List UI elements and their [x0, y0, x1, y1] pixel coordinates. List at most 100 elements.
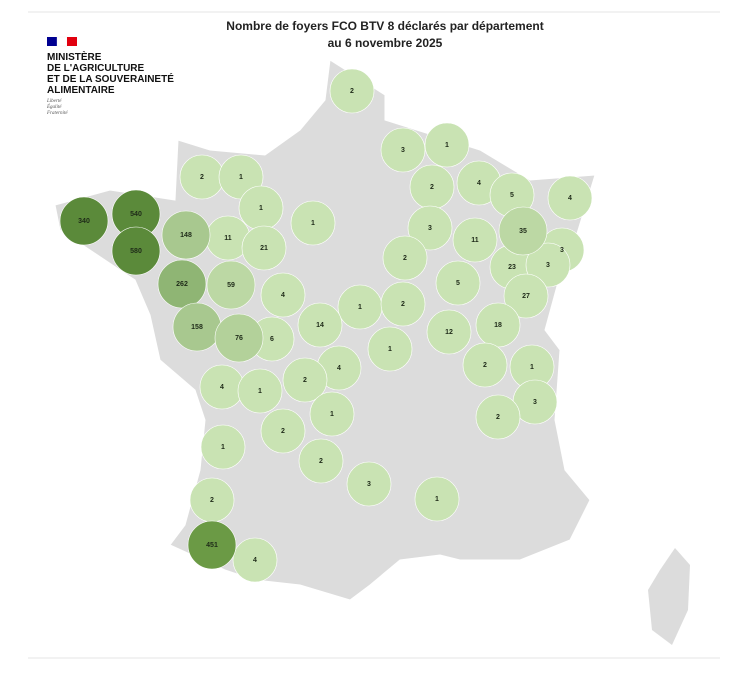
department: [462, 342, 508, 388]
department-count: 451: [206, 542, 218, 549]
motto: Fraternité: [46, 111, 68, 116]
corsica: [648, 548, 690, 645]
light-layer: [179, 68, 593, 583]
motto: Égalité: [46, 104, 62, 110]
department: [452, 217, 498, 263]
department-count: 11: [224, 235, 232, 242]
department: [161, 210, 211, 260]
department-count: 3: [367, 481, 371, 488]
department-count: 1: [239, 174, 243, 181]
logo-line: DE L'AGRICULTURE: [47, 63, 145, 74]
department: [187, 520, 237, 570]
department: [298, 438, 344, 484]
department-count: 5: [510, 192, 514, 199]
department-count: 1: [259, 205, 263, 212]
department: [367, 326, 413, 372]
title: au 6 novembre 2025: [328, 36, 443, 50]
department-count: 18: [494, 322, 502, 329]
department: [329, 68, 375, 114]
department-count: 2: [401, 301, 405, 308]
department: [475, 394, 521, 440]
department-count: 6: [270, 336, 274, 343]
department: [282, 357, 328, 403]
department-count: 2: [210, 497, 214, 504]
department: [503, 273, 549, 319]
department-count: 580: [130, 248, 142, 255]
department-count: 12: [445, 329, 453, 336]
department: [382, 235, 428, 281]
logo-line: ET DE LA SOUVERAINETÉ: [47, 72, 174, 85]
department: [297, 302, 343, 348]
department-count: 2: [350, 88, 354, 95]
motto: Liberté: [46, 99, 62, 104]
department: [200, 424, 246, 470]
department-count: 4: [281, 292, 285, 299]
department-count: 27: [522, 293, 530, 300]
department-count: 158: [191, 324, 203, 331]
department-count: 2: [303, 377, 307, 384]
department-count: 76: [235, 335, 243, 342]
department: [241, 225, 287, 271]
department: [547, 175, 593, 221]
department: [414, 476, 460, 522]
flag: [47, 36, 77, 47]
department: [237, 368, 283, 414]
department-count: 540: [130, 211, 142, 218]
department: [407, 205, 453, 251]
department-count: 340: [78, 218, 90, 225]
department: [426, 309, 472, 355]
department-count: 1: [435, 496, 439, 503]
department-count: 14: [316, 322, 324, 329]
department-count: 3: [428, 225, 432, 232]
department-count: 1: [530, 364, 534, 371]
department-count: 3: [401, 147, 405, 154]
department: [498, 206, 548, 256]
department-count: 2: [319, 458, 323, 465]
logo-line: ALIMENTAIRE: [47, 85, 115, 96]
department-count: 2: [483, 362, 487, 369]
department-count: 11: [471, 237, 479, 244]
department: [380, 281, 426, 327]
department-count: 3: [533, 399, 537, 406]
department-count: 3: [560, 247, 564, 254]
department-count: 59: [227, 282, 235, 289]
department-count: 1: [445, 142, 449, 149]
department-count: 4: [568, 195, 572, 202]
department: [435, 260, 481, 306]
department-count: 4: [337, 365, 341, 372]
department-count: 2: [200, 174, 204, 181]
department-count: 5: [456, 280, 460, 287]
department-count: 3: [546, 262, 550, 269]
department: [380, 127, 426, 173]
department: [290, 200, 336, 246]
department-count: 1: [358, 304, 362, 311]
department: [206, 260, 256, 310]
department-count: 4: [220, 384, 224, 391]
department-count: 1: [311, 220, 315, 227]
department-count: 35: [519, 228, 527, 235]
department-count: 21: [260, 245, 268, 252]
department-count: 1: [330, 411, 334, 418]
department: [111, 226, 161, 276]
department: [525, 242, 571, 288]
department-count: 2: [281, 428, 285, 435]
department-count: 1: [388, 346, 392, 353]
department: [260, 408, 306, 454]
department-count: 1: [258, 388, 262, 395]
title: Nombre de foyers FCO BTV 8 déclarés par …: [226, 19, 543, 33]
department: [346, 461, 392, 507]
department: [59, 196, 109, 246]
department: [309, 391, 355, 437]
department-count: 2: [496, 414, 500, 421]
department-count: 2: [403, 255, 407, 262]
department: [214, 313, 264, 363]
department-count: 148: [180, 232, 192, 239]
department-count: 23: [508, 264, 516, 271]
department-count: 4: [477, 180, 481, 187]
department: [232, 537, 278, 583]
department: [260, 272, 306, 318]
logo-line: MINISTÈRE: [47, 50, 102, 63]
